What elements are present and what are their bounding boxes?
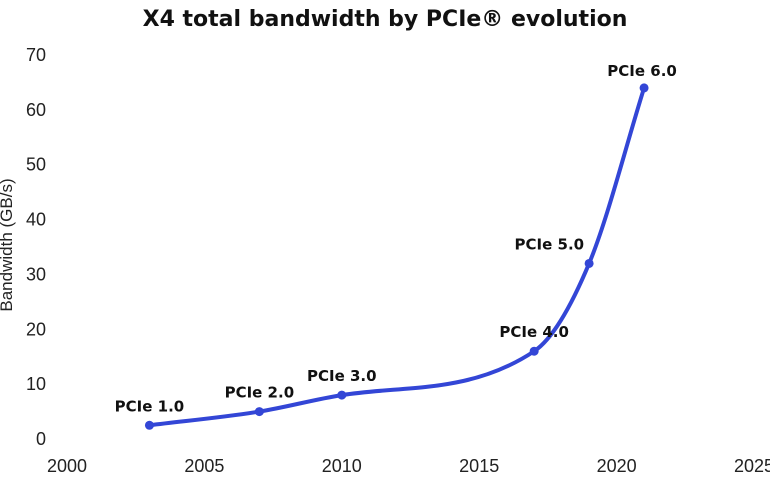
x-tick-label: 2010 <box>322 456 362 476</box>
y-tick-label: 20 <box>26 319 46 339</box>
data-point <box>584 258 594 268</box>
x-axis-ticks: 2000 2005 2010 2015 2020 2025 <box>47 456 770 476</box>
bandwidth-series-line <box>147 85 647 428</box>
y-tick-label: 60 <box>26 100 46 120</box>
x-tick-label: 2020 <box>597 456 637 476</box>
data-point <box>254 407 264 417</box>
y-tick-label: 0 <box>36 429 46 449</box>
x-tick-label: 2015 <box>459 456 499 476</box>
data-point-label: PCIe 5.0 <box>515 235 585 253</box>
x-tick-label: 2000 <box>47 456 87 476</box>
y-axis-ticks: 0 10 20 30 40 50 60 70 <box>26 45 46 449</box>
y-tick-label: 10 <box>26 374 46 394</box>
y-tick-label: 30 <box>26 264 46 284</box>
data-point <box>144 420 154 430</box>
data-point <box>529 346 539 356</box>
data-point <box>639 83 649 93</box>
chart-title: X4 total bandwidth by PCIe® evolution <box>143 7 628 32</box>
data-point-label: PCIe 1.0 <box>115 397 185 415</box>
data-point <box>337 390 347 400</box>
y-axis-label: Bandwidth (GB/s) <box>0 178 16 311</box>
y-tick-label: 70 <box>26 45 46 65</box>
data-point-label: PCIe 6.0 <box>607 62 677 80</box>
data-point-label: PCIe 3.0 <box>307 367 377 385</box>
data-points <box>144 83 649 430</box>
x-tick-label: 2025 <box>734 456 770 476</box>
data-point-label: PCIe 2.0 <box>225 384 295 402</box>
x-tick-label: 2005 <box>184 456 224 476</box>
data-point-labels: PCIe 1.0 PCIe 2.0 PCIe 3.0 PCIe 4.0 PCIe 5.0… <box>115 62 677 415</box>
y-tick-label: 40 <box>26 210 46 230</box>
data-point-label: PCIe 4.0 <box>499 323 569 341</box>
y-tick-label: 50 <box>26 155 46 175</box>
